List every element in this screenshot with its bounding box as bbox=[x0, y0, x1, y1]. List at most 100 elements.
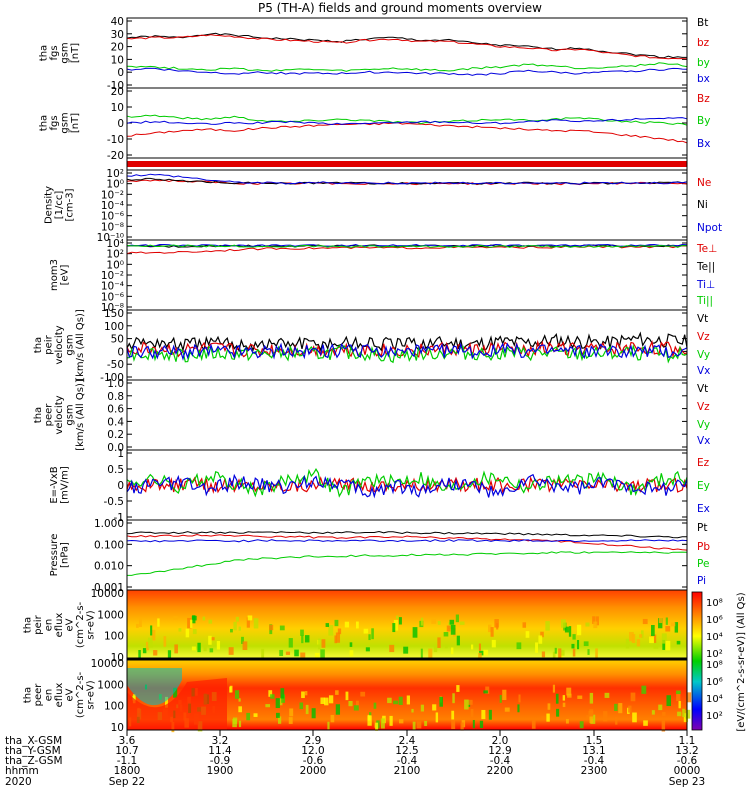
spectrogram-speck bbox=[238, 698, 241, 702]
spectrogram-speck bbox=[289, 708, 294, 717]
spectrogram-speck bbox=[518, 694, 521, 703]
panel-frame bbox=[126, 519, 688, 591]
ylabel-line: velocity bbox=[54, 395, 65, 434]
legend-label: Ez bbox=[697, 457, 710, 469]
legend-label: Bt bbox=[697, 17, 708, 29]
ytick-label: 10⁴ bbox=[106, 238, 124, 250]
spectrogram-speck bbox=[516, 642, 522, 650]
ytick-label: 10000 bbox=[91, 658, 124, 670]
spectrogram-speck bbox=[491, 639, 496, 648]
spectrogram-speck bbox=[576, 624, 582, 636]
spectrogram-speck bbox=[433, 644, 438, 653]
ytick-label: 1.0 bbox=[107, 378, 124, 390]
spectrogram-speck bbox=[147, 637, 153, 648]
ytick-label: 10⁻⁴ bbox=[101, 281, 124, 293]
spectrogram-speck bbox=[641, 630, 644, 639]
ylabel-line: [km/s (All Qs)] bbox=[75, 309, 86, 381]
spectrogram-speck bbox=[661, 633, 667, 644]
spectrogram-speck bbox=[545, 621, 550, 631]
ytick-label: 10 bbox=[111, 102, 124, 114]
legend-label: Te|| bbox=[696, 261, 715, 273]
spectrogram-speck bbox=[337, 628, 342, 635]
spectrogram-speck bbox=[334, 635, 337, 644]
legend-label: Ne bbox=[697, 177, 711, 189]
spectrogram-speck bbox=[665, 640, 671, 651]
ytick-label: 0.2 bbox=[107, 429, 124, 441]
spectrogram-speck bbox=[565, 719, 569, 724]
spectrogram-speck bbox=[229, 685, 233, 693]
time-row-label: tha_Y-GSM bbox=[5, 745, 61, 757]
spectrogram-speck bbox=[525, 631, 530, 638]
time-row-value: -0.4 bbox=[584, 755, 605, 767]
time-row-value: 2300 bbox=[581, 765, 608, 777]
spectrogram-speck bbox=[651, 710, 655, 715]
ytick-label: 20 bbox=[111, 42, 124, 54]
ytick-label: 10000 bbox=[91, 588, 124, 600]
colorbar-tick: 10⁴ bbox=[706, 632, 723, 643]
spectrogram-speck bbox=[233, 621, 237, 631]
ytick-label: -10 bbox=[107, 80, 124, 92]
spectrogram-speck bbox=[373, 702, 377, 709]
spectrogram-speck bbox=[153, 650, 158, 656]
colorbar-label: [eV/(cm^2-s-sr-eV)] (All Qs) bbox=[736, 592, 747, 731]
spectrogram-speck bbox=[456, 635, 460, 646]
spectrogram-speck bbox=[670, 622, 676, 627]
ytick-label: 0 bbox=[117, 480, 124, 492]
panel-peer_spec: tha peer en eflux eV (cm^2-s-sr-eV) 10000 1000 1… bbox=[23, 658, 692, 734]
spectrogram-speck bbox=[448, 622, 454, 630]
spectrogram-speck bbox=[649, 636, 654, 644]
spectrogram-speck bbox=[562, 695, 566, 701]
spectrogram-speck bbox=[467, 699, 473, 705]
spectrogram-speck bbox=[281, 694, 286, 703]
ytick-label: -10 bbox=[107, 134, 124, 146]
spectrogram-speck bbox=[562, 702, 566, 708]
panel-pressure: Pressure [nPa] 1.000 0.100 0.010 0.001 Pt Pb Pe P… bbox=[49, 518, 711, 594]
colorbar-tick: 10⁶ bbox=[706, 677, 723, 688]
spectrogram-speck bbox=[279, 697, 283, 706]
spectrogram-speck bbox=[583, 641, 589, 647]
spectrogram-speck bbox=[488, 709, 492, 720]
ylabel-line: [nT] bbox=[70, 43, 81, 63]
spectrogram-speck bbox=[349, 650, 354, 657]
ylabel-line: [1/cc] bbox=[54, 191, 65, 220]
spectrogram-speck bbox=[470, 708, 474, 717]
colorbar-tick: 10⁴ bbox=[706, 694, 723, 705]
spectrogram-speck bbox=[625, 638, 630, 649]
spectrogram-speck bbox=[424, 720, 428, 726]
time-row-value: 3.2 bbox=[212, 735, 229, 747]
ylabel-line: en bbox=[44, 619, 55, 632]
spectrogram-speck bbox=[202, 616, 206, 621]
spectrogram-speck bbox=[211, 637, 215, 641]
spectrogram-speck bbox=[552, 684, 556, 693]
series-line-by bbox=[126, 62, 688, 72]
time-axis: tha_X-GSM 3.6 3.2 2.9 2.4 2.0 1.5 1.1 tha_Y-GSM 1… bbox=[5, 730, 705, 788]
spectrogram-speck bbox=[502, 689, 507, 701]
spectrogram-speck bbox=[241, 636, 244, 644]
time-row-label: tha_X-GSM bbox=[5, 735, 62, 747]
spectrogram-speck bbox=[353, 705, 359, 711]
ytick-label: 0 bbox=[117, 346, 124, 358]
spectrogram-speck bbox=[459, 621, 465, 625]
spectrogram-speck bbox=[662, 639, 666, 650]
spectrogram-speck bbox=[327, 721, 330, 730]
ylabel-line: Density bbox=[44, 186, 55, 224]
spectrogram-speck bbox=[335, 690, 339, 695]
spectrogram-speck bbox=[678, 700, 681, 709]
spectrogram-speck bbox=[444, 644, 448, 649]
ytick-label: 10 bbox=[111, 722, 124, 734]
time-row-value: 11.4 bbox=[208, 745, 232, 757]
spectrogram-speck bbox=[490, 627, 494, 637]
panel-peer_velocity: tha peer velocity gsm [km/s (All Qs)] 1.00.80… bbox=[33, 378, 710, 454]
spectrogram-speck bbox=[203, 645, 207, 652]
legend-label: Vt bbox=[697, 383, 708, 395]
spectrogram-speck bbox=[334, 619, 339, 627]
ytick-label: 10⁻⁶ bbox=[101, 211, 124, 223]
ytick-label: 10² bbox=[106, 249, 124, 261]
spectrogram-speck bbox=[192, 615, 196, 624]
spectrogram-speck bbox=[189, 619, 193, 628]
ylabel-line: [eV] bbox=[59, 265, 70, 286]
time-row-value: 0000 bbox=[674, 765, 701, 777]
spectrogram-speck bbox=[483, 649, 489, 656]
spectrogram-speck bbox=[299, 702, 304, 710]
